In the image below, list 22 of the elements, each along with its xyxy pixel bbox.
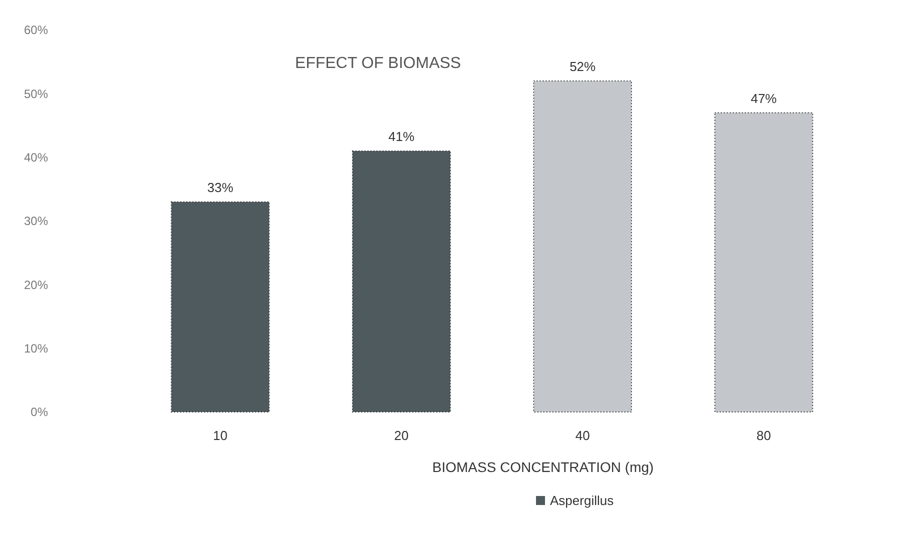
x-tick-label: 80 [756,428,771,443]
y-tick-label: 60% [24,23,48,38]
x-tick-label: 10 [213,428,228,443]
bar [714,112,814,412]
x-axis-title: BIOMASS CONCENTRATION (mg) [432,459,654,475]
x-tick-label: 20 [394,428,409,443]
y-tick-label: 40% [24,150,48,165]
y-tick-label: 10% [24,342,48,356]
bar [533,80,632,412]
bar [170,201,270,412]
bar [352,150,451,412]
data-label: 33% [207,180,234,195]
y-tick-label: 20% [24,278,48,292]
y-tick-label: 50% [24,86,48,101]
y-tick-label: 0% [30,405,48,420]
y-tick-label: 30% [24,214,48,228]
data-label: 47% [750,90,778,106]
data-label: 41% [388,128,415,144]
legend-label: Aspergillus [550,493,614,508]
data-label: 52% [570,58,596,74]
x-tick-label: 40 [575,428,590,443]
text: EFFECT OF BIOMASS [295,55,461,72]
